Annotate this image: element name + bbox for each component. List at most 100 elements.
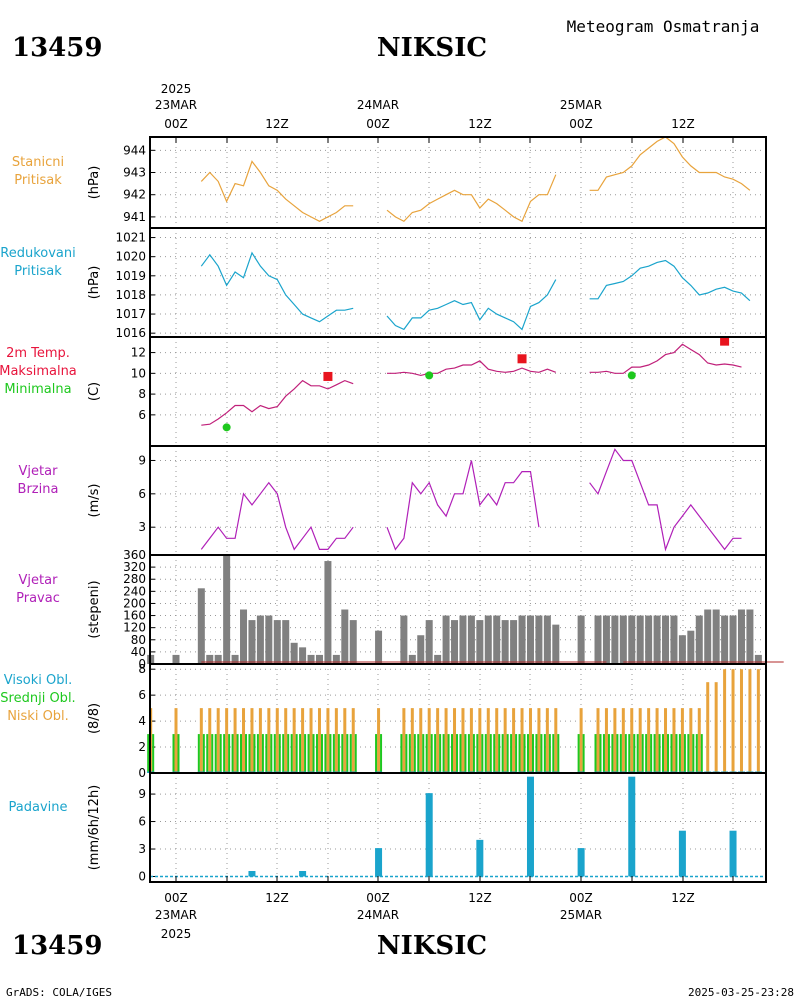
middle-cloud-bar (299, 734, 302, 773)
precip-bar (425, 793, 433, 877)
y-tick-label: 0 (138, 766, 146, 780)
y-tick-label: 944 (123, 143, 146, 157)
maximum-temp-marker (517, 354, 527, 364)
low-cloud-bar (402, 708, 406, 773)
wind-direction-bar (408, 654, 416, 664)
y-tick-label: 9 (138, 453, 146, 467)
precip-bar (476, 839, 484, 877)
middle-cloud-bar (607, 734, 610, 773)
y-tick-label: 1017 (115, 307, 146, 321)
wind-direction-bar (315, 654, 323, 664)
low-cloud-bar (419, 708, 423, 773)
wind-direction-bar (543, 615, 551, 664)
middle-cloud-bar (214, 734, 217, 773)
panel-label: Brzina (18, 482, 59, 497)
middle-cloud-bar (650, 734, 653, 773)
low-cloud-bar (317, 708, 321, 773)
y-axis-label: (hPa) (87, 266, 102, 300)
y-axis-label: (m/s) (87, 484, 102, 518)
panel-wind_speed: 3 6 9 (m/s) Vjetar Brzina (18, 445, 767, 556)
middle-cloud-bar (636, 734, 639, 773)
middle-cloud-bar (197, 734, 200, 773)
low-cloud-bar (731, 669, 735, 773)
wind-direction-bar (282, 620, 290, 664)
middle-cloud-bar (619, 734, 622, 773)
wind-direction-bar (518, 615, 526, 664)
wind-direction-bar (535, 615, 543, 664)
middle-cloud-bar (464, 734, 467, 773)
middle-cloud-bar (602, 734, 605, 773)
middle-cloud-bar (695, 734, 698, 773)
y-tick-label: 8 (138, 662, 146, 676)
middle-cloud-bar (405, 734, 408, 773)
wind-direction-bar (256, 615, 264, 664)
wind-direction-bar (493, 615, 501, 664)
low-cloud-bar (528, 708, 532, 773)
y-tick-label: 0 (138, 657, 146, 671)
wind-direction-bar (577, 615, 585, 664)
wind-direction-bar (670, 615, 678, 664)
middle-cloud-bar (501, 734, 504, 773)
y-tick-label: 1019 (115, 269, 146, 283)
precip-bar (577, 848, 585, 877)
low-cloud-bar (199, 708, 203, 773)
middle-cloud-bar (451, 734, 454, 773)
middle-cloud-bar (422, 734, 425, 773)
middle-cloud-bar (265, 734, 268, 773)
y-tick-label: 40 (131, 645, 146, 659)
precip-bar (628, 776, 636, 877)
wind-direction-bar (602, 615, 610, 664)
middle-cloud-bar (557, 734, 560, 773)
y-axis-label: (hPa) (87, 166, 102, 200)
y-tick-label: 0 (138, 870, 146, 884)
middle-cloud-bar (515, 734, 518, 773)
station-name-top: NIKSIC (377, 33, 487, 63)
middle-cloud-bar (439, 734, 442, 773)
wind-direction-bar (476, 620, 484, 664)
middle-cloud-bar (459, 734, 462, 773)
y-tick-label: 4 (138, 714, 146, 728)
y-tick-label: 1021 (115, 231, 146, 245)
footer-timestamp: 2025-03-25-23:28 (688, 986, 794, 999)
top-hour-label-6: 12Z (671, 117, 695, 131)
middle-cloud-bar (375, 734, 378, 773)
middle-cloud-bar (147, 734, 150, 773)
middle-cloud-bar (577, 734, 580, 773)
low-cloud-bar (444, 708, 448, 773)
y-tick-label: 80 (131, 633, 146, 647)
wind-direction-bar (687, 630, 695, 664)
middle-cloud-bar (653, 734, 656, 773)
minimum-temp-marker (222, 423, 231, 432)
middle-cloud-bar (662, 734, 665, 773)
bottom-hour-label-3: 00Z (366, 891, 390, 905)
panel-frame (149, 136, 767, 229)
low-cloud-bar (604, 708, 608, 773)
wind-direction-bar (451, 620, 459, 664)
middle-cloud-bar (489, 734, 492, 773)
middle-cloud-bar (484, 734, 487, 773)
wind-direction-bar (299, 647, 307, 664)
y-tick-label: 1020 (115, 250, 146, 264)
precip-bar (678, 830, 686, 877)
middle-cloud-bar (628, 734, 631, 773)
top-hour-label-4: 12Z (468, 117, 492, 131)
middle-cloud-bar (472, 734, 475, 773)
wind-direction-bar (746, 609, 754, 664)
low-cloud-bar (301, 708, 305, 773)
middle-cloud-bar (256, 734, 259, 773)
low-cloud-bar (655, 708, 659, 773)
bottom-year: 2025 (161, 927, 192, 941)
wind-direction-bar (653, 615, 661, 664)
wind-direction-bar (510, 620, 518, 664)
panel-label: Pritisak (14, 173, 62, 188)
low-cloud-bar (233, 708, 237, 773)
middle-cloud-bar (523, 734, 526, 773)
low-cloud-bar (706, 682, 710, 773)
low-cloud-bar (672, 708, 676, 773)
middle-cloud-bar (700, 734, 703, 773)
low-cloud-bar (554, 708, 558, 773)
wind-direction-bar (695, 615, 703, 664)
low-cloud-bar (748, 669, 752, 773)
meteogram-panels: 941942943944(hPa)StanicniPritisak1016101… (0, 136, 784, 884)
